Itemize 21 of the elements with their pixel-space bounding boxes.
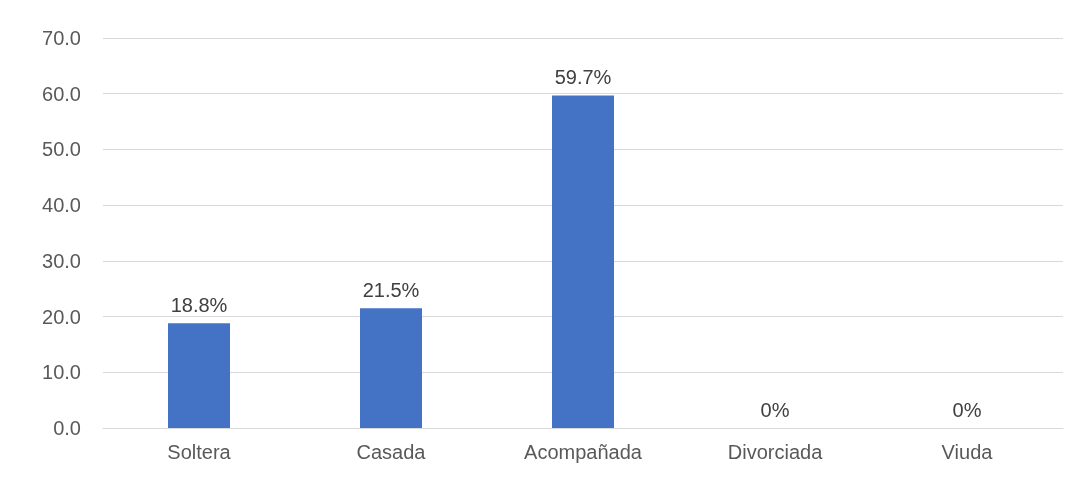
y-tick-label: 50.0 xyxy=(42,138,81,161)
y-tick-label: 0.0 xyxy=(53,417,81,439)
x-tick-label: Viuda xyxy=(941,441,994,463)
y-tick-label: 60.0 xyxy=(42,82,81,105)
data-label: 0% xyxy=(760,399,790,421)
data-label: 59.7% xyxy=(554,66,612,89)
y-tick-label: 30.0 xyxy=(42,249,81,272)
x-tick-label: Casada xyxy=(356,441,427,463)
bar xyxy=(552,95,614,428)
x-tick-label: Acompañada xyxy=(524,441,643,463)
x-tick-label: Divorciada xyxy=(727,441,824,463)
y-tick-label: 40.0 xyxy=(42,194,81,217)
bar xyxy=(168,323,230,428)
x-tick-label: Soltera xyxy=(167,441,232,463)
bar xyxy=(360,308,422,428)
data-label: 18.8% xyxy=(170,294,228,317)
y-tick-label: 70.0 xyxy=(42,27,81,49)
y-tick-label: 10.0 xyxy=(42,361,81,384)
data-label: 21.5% xyxy=(362,279,420,302)
data-label: 0% xyxy=(952,399,982,421)
y-tick-label: 20.0 xyxy=(42,305,81,328)
